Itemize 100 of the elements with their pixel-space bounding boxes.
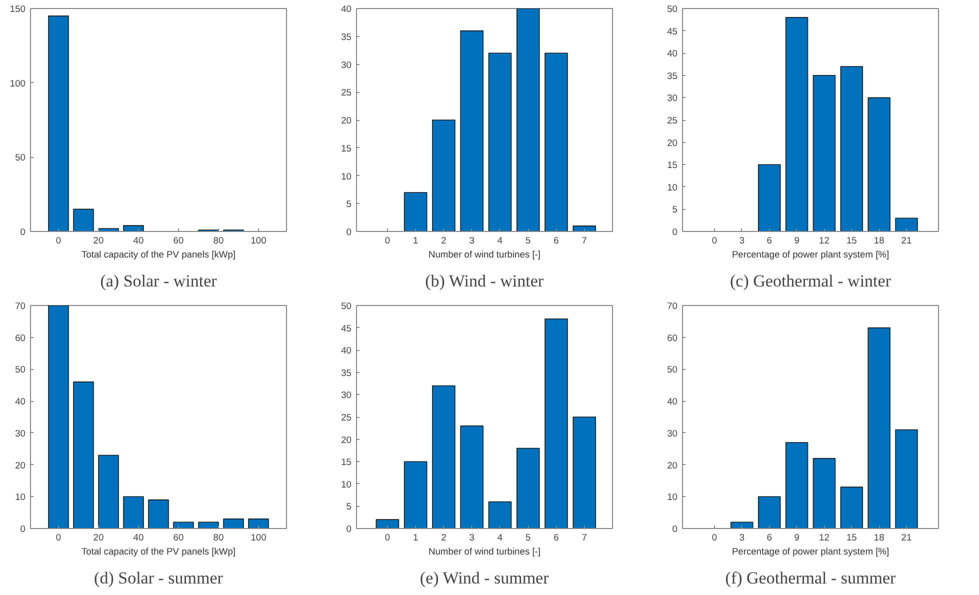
y-tick-label: 50 <box>15 364 26 375</box>
x-tick-label: 0 <box>56 532 62 542</box>
x-tick-label: 60 <box>173 236 184 246</box>
y-tick-label: 40 <box>15 396 26 407</box>
x-axis-title: Number of wind turbines [-] <box>428 546 540 556</box>
x-tick-label: 0 <box>384 532 390 542</box>
text: (b) Wind - winter <box>425 272 544 290</box>
x-tick-label: 4 <box>497 236 503 246</box>
y-tick-label: 15 <box>341 457 352 468</box>
y-tick-label: 40 <box>341 4 352 14</box>
x-axis-title: Total capacity of the PV panels [kWp] <box>82 546 236 556</box>
y-tick-label: 30 <box>15 428 26 438</box>
x-tick-label: 0 <box>712 532 718 542</box>
y-tick-label: 15 <box>341 143 352 154</box>
x-axis-title: Number of wind turbines [-] <box>428 250 540 260</box>
x-axis-title: Percentage of power plant system [%] <box>732 546 890 556</box>
x-tick-label: 6 <box>766 532 772 542</box>
x-tick-label: 7 <box>582 236 587 246</box>
x-tick-label: 18 <box>874 236 884 246</box>
y-tick-label: 30 <box>341 60 352 70</box>
x-tick-label: 3 <box>739 532 745 542</box>
x-tick-label: 40 <box>133 532 144 542</box>
y-tick-label: 40 <box>667 48 678 59</box>
x-tick-label: 15 <box>846 532 857 542</box>
y-tick-label: 5 <box>346 502 352 512</box>
y-tick-label: 50 <box>667 364 678 375</box>
y-tick-label: 10 <box>341 171 352 182</box>
y-tick-label: 0 <box>346 524 352 534</box>
x-tick-label: 7 <box>582 532 587 542</box>
x-tick-label: 2 <box>441 236 446 246</box>
x-tick-label: 3 <box>739 236 745 246</box>
y-tick-label: 70 <box>15 301 26 311</box>
x-tick-label: 3 <box>469 532 474 542</box>
x-tick-label: 9 <box>794 236 800 246</box>
x-tick-label: 0 <box>384 236 390 246</box>
y-tick-label: 40 <box>341 346 352 356</box>
y-tick-label: 20 <box>341 116 352 126</box>
y-tick-label: 35 <box>667 70 678 81</box>
text: (d) Solar - summer <box>94 568 224 588</box>
x-tick-label: 21 <box>901 532 912 542</box>
y-tick-label: 45 <box>341 323 352 334</box>
y-tick-label: 70 <box>667 301 678 311</box>
text: (f) Geothermal - summer <box>725 568 896 588</box>
text: (e) Wind - summer <box>420 568 550 588</box>
x-tick-label: 12 <box>819 532 830 542</box>
x-tick-label: 0 <box>712 236 718 246</box>
x-tick-label: 5 <box>526 236 531 246</box>
x-tick-label: 60 <box>173 532 184 542</box>
x-axis-title: Percentage of power plant system [%] <box>732 250 890 260</box>
x-tick-label: 5 <box>526 532 531 542</box>
x-tick-label: 15 <box>846 236 857 246</box>
y-tick-label: 10 <box>667 492 678 502</box>
y-tick-label: 10 <box>667 182 678 192</box>
x-tick-label: 12 <box>819 236 830 246</box>
x-tick-label: 100 <box>250 532 266 542</box>
y-tick-label: 10 <box>341 479 352 490</box>
x-tick-label: 21 <box>901 236 912 246</box>
x-tick-label: 6 <box>554 236 559 246</box>
y-tick-label: 35 <box>341 368 352 378</box>
y-tick-label: 45 <box>667 26 678 36</box>
y-tick-label: 5 <box>346 199 352 210</box>
y-tick-label: 150 <box>10 4 26 14</box>
x-tick-label: 40 <box>133 236 144 246</box>
x-tick-label: 6 <box>554 532 559 542</box>
y-tick-label: 10 <box>15 492 26 502</box>
y-tick-label: 15 <box>667 160 678 170</box>
text: (c) Geothermal - winter <box>730 272 892 290</box>
x-tick-label: 2 <box>441 532 446 542</box>
x-tick-label: 1 <box>412 236 418 246</box>
y-tick-label: 20 <box>341 434 352 445</box>
x-tick-label: 4 <box>497 532 503 542</box>
x-tick-label: 0 <box>56 236 62 246</box>
y-tick-label: 30 <box>667 428 678 438</box>
y-tick-label: 30 <box>667 93 678 104</box>
y-tick-label: 50 <box>15 152 26 163</box>
x-tick-label: 1 <box>412 532 418 542</box>
y-tick-label: 20 <box>667 138 678 148</box>
y-tick-label: 25 <box>667 116 678 126</box>
y-tick-label: 0 <box>346 227 352 237</box>
y-tick-label: 60 <box>15 332 26 343</box>
y-tick-label: 35 <box>341 32 352 42</box>
y-tick-label: 50 <box>667 4 678 14</box>
x-tick-label: 9 <box>794 532 800 542</box>
x-tick-label: 18 <box>874 532 884 542</box>
y-tick-label: 20 <box>667 460 678 470</box>
y-tick-label: 0 <box>20 524 26 534</box>
y-tick-label: 100 <box>10 78 26 88</box>
y-tick-label: 25 <box>341 412 352 422</box>
y-tick-label: 0 <box>672 227 678 237</box>
y-tick-label: 50 <box>341 301 352 311</box>
text: (a) Solar - winter <box>100 272 218 290</box>
x-tick-label: 80 <box>213 236 224 246</box>
y-tick-label: 25 <box>341 88 352 98</box>
x-tick-label: 20 <box>93 532 104 542</box>
y-tick-label: 20 <box>15 460 26 470</box>
x-tick-label: 20 <box>93 236 104 246</box>
y-tick-label: 60 <box>667 332 678 343</box>
y-tick-label: 0 <box>672 524 678 534</box>
y-tick-label: 0 <box>20 227 26 237</box>
y-tick-label: 40 <box>667 396 678 407</box>
